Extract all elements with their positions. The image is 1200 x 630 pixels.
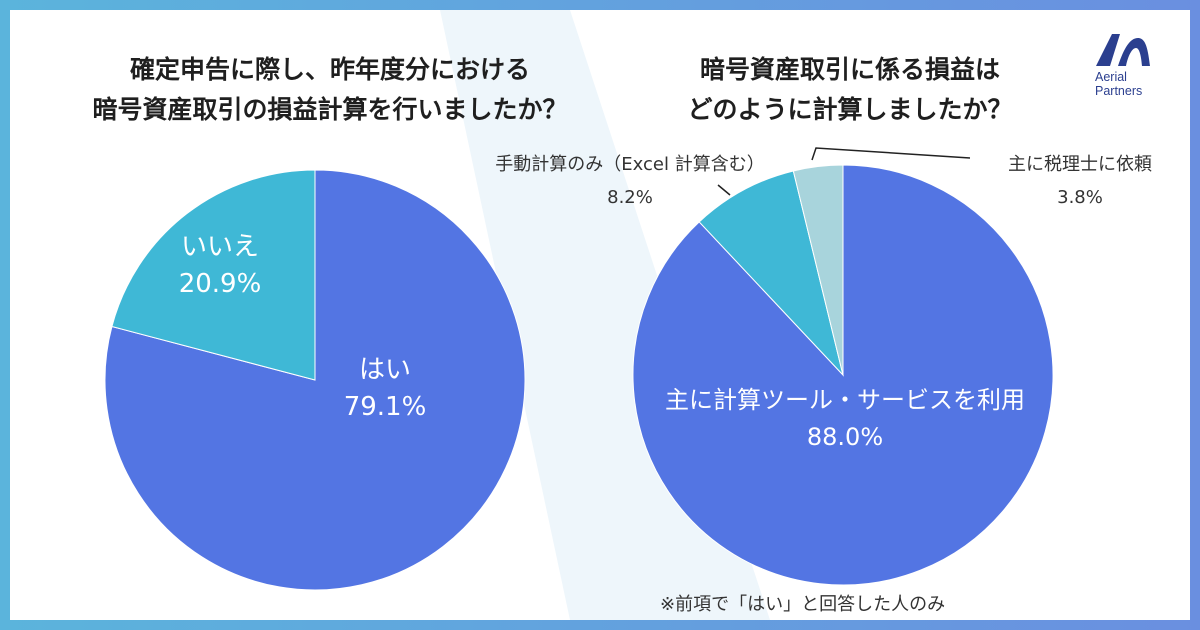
label-manual: 手動計算のみ（Excel 計算含む） (495, 154, 764, 175)
value-manual: 8.2% (607, 187, 653, 208)
value-tax-accountant: 3.8% (1057, 187, 1103, 208)
aerial-partners-logo-icon (1096, 34, 1150, 66)
pie-slice-tax-accountant (792, 164, 844, 376)
footnote: ※前項で「はい」と回答した人のみ (660, 594, 946, 615)
label-no: いいえ (181, 232, 259, 262)
pie-slice-no (111, 169, 316, 381)
label-yes: はい (359, 355, 411, 385)
logo-text-aerial: Aerial (1095, 70, 1127, 84)
value-tool: 88.0% (807, 423, 883, 451)
pie-slice-manual (698, 170, 844, 377)
leader-line-tax-accountant (811, 147, 971, 161)
left-title-line2: 暗号資産取引の損益計算を行いましたか？ (92, 95, 568, 124)
left-title-line1: 確定申告に際し、昨年度分における (129, 55, 530, 84)
label-tax-accountant: 主に税理士に依頼 (1008, 154, 1152, 175)
value-no: 20.9% (179, 269, 262, 299)
pie-charts: はい 79.1% いいえ 20.9% 主に計算ツール・サービスを利用 88.0% 手動計算の… (104, 147, 1152, 591)
left-chart-title: 確定申告に際し、昨年度分における 暗号資産取引の損益計算を行いましたか？ (50, 50, 610, 130)
right-title-line1: 暗号資産取引に係る損益は (699, 55, 1000, 84)
value-yes: 79.1% (344, 392, 427, 422)
label-tool: 主に計算ツール・サービスを利用 (665, 386, 1025, 414)
right-chart-title: 暗号資産取引に係る損益は どのように計算しましたか？ (610, 50, 1090, 130)
logo-text-partners: Partners (1095, 84, 1143, 98)
right-title-line2: どのように計算しましたか？ (687, 95, 1013, 124)
chart-card: 確定申告に際し、昨年度分における 暗号資産取引の損益計算を行いましたか？ 暗号資… (10, 10, 1190, 620)
leader-line-manual (717, 184, 731, 196)
